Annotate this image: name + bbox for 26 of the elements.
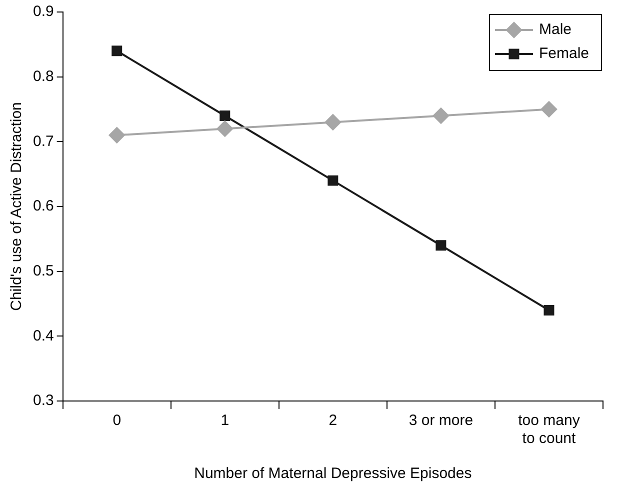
y-tick-label: 0.3 [32,392,54,410]
y-tick-label: 0.4 [32,327,54,344]
point [216,120,233,137]
x-tick-label: too many to count [518,412,580,448]
point [112,46,122,56]
point [108,127,125,144]
point [220,110,230,121]
point [432,108,449,124]
x-tick-label: 2 [328,412,338,430]
y-tick-label: 0.6 [32,198,54,215]
point [540,101,557,118]
point [544,304,554,316]
y-tick-label: 0.5 [32,262,54,280]
legend-label: Male [538,21,572,38]
point [328,175,338,186]
point [436,240,446,251]
y-tick-label: 0.8 [32,68,54,85]
y-tick-label: 0.9 [32,3,54,20]
x-tick-label: 3 or more [408,412,474,430]
x-tick-label: 1 [220,412,230,430]
y-axis-title: Child's use of Active Distraction [8,102,26,311]
legend-label: Female [538,45,590,62]
y-tick-label: 0.7 [32,132,54,150]
x-tick-label: 0 [112,412,122,430]
x-axis-title: Number of Maternal Depressive Episodes [194,465,472,482]
point [324,114,341,130]
